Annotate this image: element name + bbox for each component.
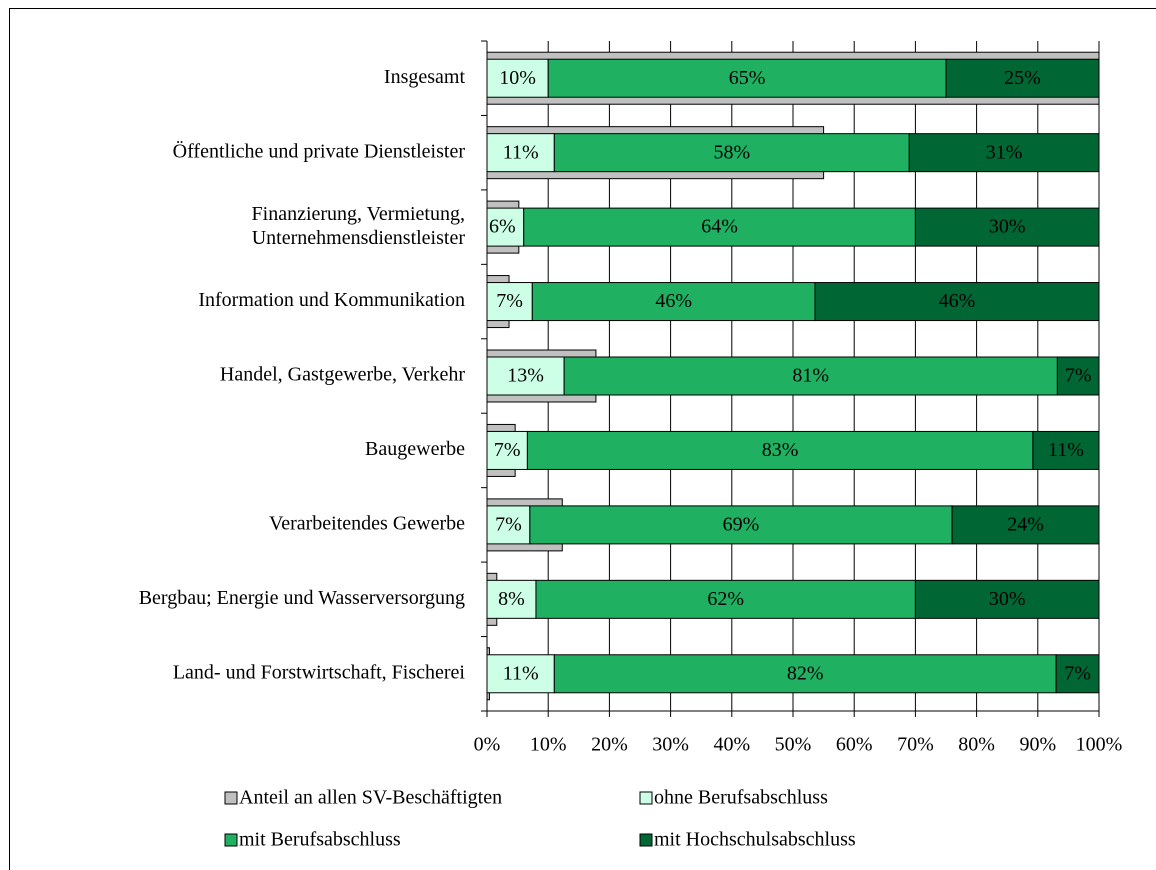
x-tick-label: 10% <box>530 734 567 756</box>
bar-segment <box>535 579 916 619</box>
data-label: 6% <box>489 216 516 238</box>
category-label: Information und Kommunikation <box>198 289 465 311</box>
x-tick-label: 70% <box>897 734 934 756</box>
data-label: 46% <box>655 290 692 312</box>
legend-label: mit Hochschulsabschluss <box>654 829 856 851</box>
data-label: 7% <box>1064 662 1091 684</box>
legend-swatch <box>224 833 238 847</box>
data-label: 11% <box>503 141 539 163</box>
data-label: 13% <box>507 365 544 387</box>
bar-segment <box>1056 356 1100 396</box>
data-label: 24% <box>1007 513 1044 535</box>
bar-segment <box>523 207 916 247</box>
legend-swatch <box>639 833 653 847</box>
category-label: Baugewerbe <box>365 438 465 460</box>
data-label: 31% <box>986 141 1023 163</box>
bar-segment <box>531 282 816 322</box>
data-label: 69% <box>723 513 760 535</box>
data-label: 64% <box>701 216 738 238</box>
category-label: Insgesamt <box>384 66 466 88</box>
x-tick-label: 80% <box>958 734 995 756</box>
data-label: 11% <box>1048 439 1084 461</box>
category-label: Öffentliche und private Dienstleister <box>173 139 466 162</box>
data-label: 30% <box>989 588 1026 610</box>
x-tick-label: 60% <box>836 734 873 756</box>
legend-label: ohne Berufsabschluss <box>654 787 828 809</box>
x-tick-label: 40% <box>713 734 750 756</box>
data-label: 81% <box>792 365 829 387</box>
category-label-line: Unternehmensdienstleister <box>252 227 466 249</box>
data-label: 7% <box>496 290 523 312</box>
data-label: 8% <box>498 588 525 610</box>
data-label: 82% <box>787 662 824 684</box>
category-label-line: Finanzierung, Vermietung, <box>252 203 465 225</box>
bar-segment <box>908 133 1100 173</box>
bar-segment <box>486 207 525 247</box>
bar-segment <box>1055 654 1100 694</box>
data-label: 58% <box>713 141 750 163</box>
bar-segment <box>553 133 910 173</box>
data-label: 7% <box>495 513 522 535</box>
bar-segment <box>486 58 549 98</box>
bar-segment <box>529 505 953 545</box>
data-label: 30% <box>989 216 1026 238</box>
x-tick-label: 0% <box>474 734 501 756</box>
x-tick-label: 50% <box>775 734 812 756</box>
data-label: 25% <box>1004 67 1041 89</box>
data-label: 7% <box>1065 365 1092 387</box>
bar-segment <box>951 505 1100 545</box>
bar-segment <box>547 58 947 98</box>
legend-swatch <box>639 791 653 805</box>
data-label: 11% <box>503 662 539 684</box>
frame <box>9 8 1156 870</box>
bar-segment <box>1032 430 1100 470</box>
category-label: Verarbeitendes Gewerbe <box>269 512 465 534</box>
category-label: Land- und Forstwirtschaft, Fischerei <box>173 661 466 683</box>
legend-swatch <box>224 791 238 805</box>
data-label: 46% <box>939 290 976 312</box>
bar-segment <box>526 430 1034 470</box>
bar-segment <box>553 654 1057 694</box>
legend-label: Anteil an allen SV-Beschäftigten <box>239 787 502 809</box>
data-label: 62% <box>707 588 744 610</box>
bar-segment <box>486 654 555 694</box>
bar-segment <box>486 430 528 470</box>
bar-segment <box>814 282 1100 322</box>
x-tick-label: 90% <box>1019 734 1056 756</box>
category-label: Finanzierung, Vermietung, Unternehmensdie… <box>252 203 466 249</box>
legend-label: mit Berufsabschluss <box>239 829 401 851</box>
data-label: 65% <box>729 67 766 89</box>
bar-segment <box>945 58 1100 98</box>
category-label: Bergbau; Energie und Wasserversorgung <box>139 587 465 609</box>
x-tick-label: 30% <box>652 734 689 756</box>
x-tick-label: 20% <box>591 734 628 756</box>
data-label: 83% <box>762 439 799 461</box>
x-tick-label: 100% <box>1076 734 1123 756</box>
bar-segment <box>914 207 1100 247</box>
data-label: 7% <box>494 439 521 461</box>
category-label: Handel, Gastgewerbe, Verkehr <box>220 364 465 386</box>
data-label: 10% <box>499 67 536 89</box>
bar-segment <box>914 579 1100 619</box>
